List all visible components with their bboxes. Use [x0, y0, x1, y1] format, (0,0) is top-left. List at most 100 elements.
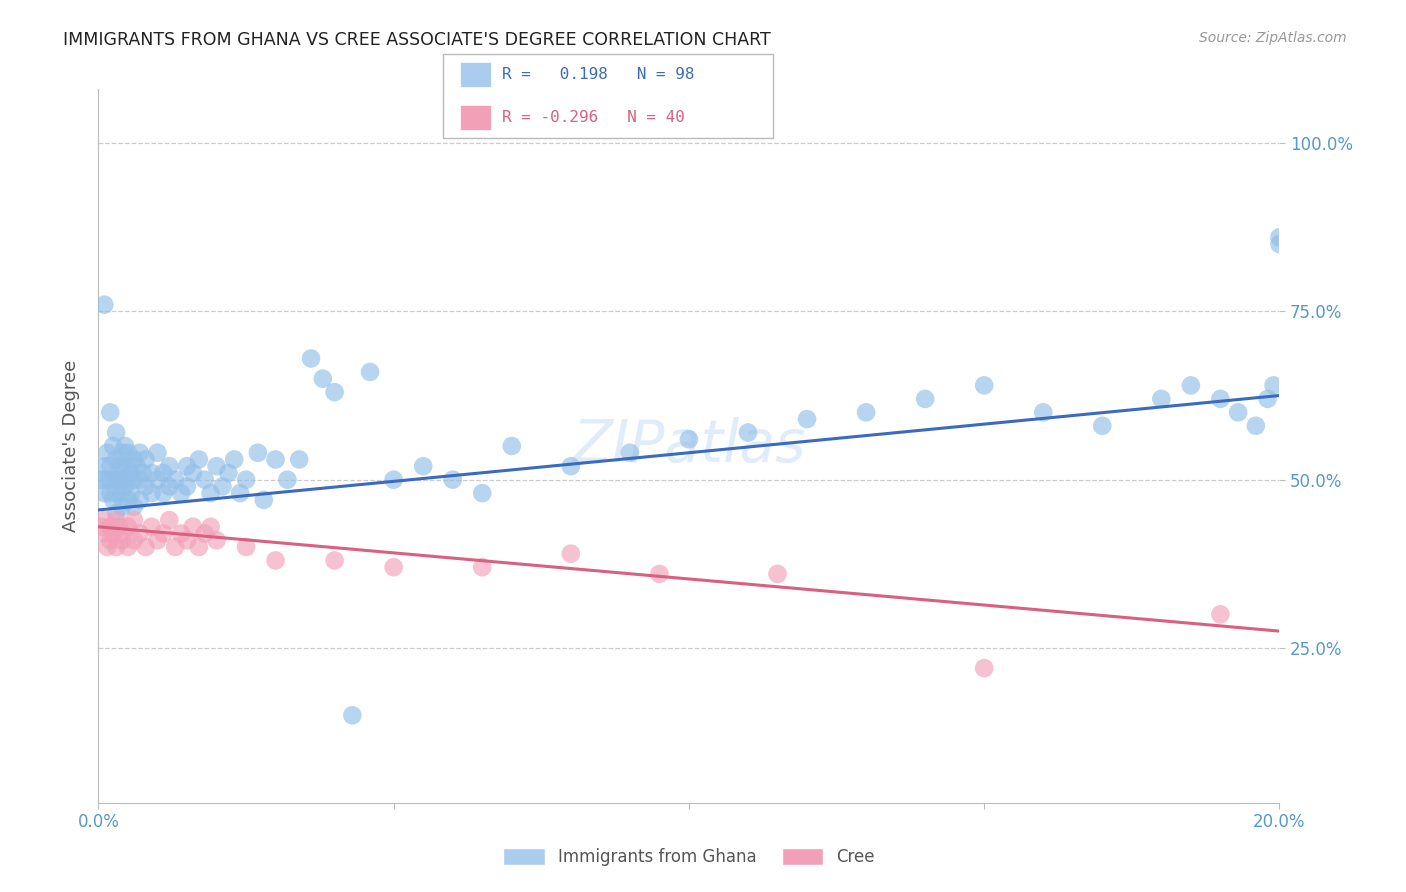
Point — [176, 479, 198, 493]
Point — [111, 533, 134, 548]
Point — [96, 473, 118, 487]
Point — [135, 540, 157, 554]
Point — [211, 479, 233, 493]
Point — [98, 533, 121, 548]
Point — [253, 492, 276, 507]
Point — [165, 540, 187, 554]
Point — [105, 425, 128, 440]
Point — [122, 473, 145, 487]
Point — [111, 473, 134, 487]
Point — [973, 378, 995, 392]
Point — [1257, 392, 1279, 406]
Y-axis label: Associate's Degree: Associate's Degree — [62, 359, 80, 533]
Point — [1263, 378, 1285, 392]
Point — [132, 466, 155, 480]
Point — [103, 492, 125, 507]
Point — [108, 520, 131, 534]
Point — [117, 473, 139, 487]
Text: R = -0.296   N = 40: R = -0.296 N = 40 — [502, 110, 685, 125]
Point — [1180, 378, 1202, 392]
Point — [108, 459, 131, 474]
Point — [1268, 230, 1291, 244]
Point — [323, 553, 346, 567]
Text: ZIPatlas: ZIPatlas — [572, 417, 806, 475]
Point — [1032, 405, 1054, 419]
Point — [560, 459, 582, 474]
Point — [111, 486, 134, 500]
Point — [914, 392, 936, 406]
Point — [312, 372, 335, 386]
Point — [157, 459, 180, 474]
Point — [93, 526, 115, 541]
Point — [382, 473, 405, 487]
Legend: Immigrants from Ghana, Cree: Immigrants from Ghana, Cree — [496, 841, 882, 873]
Point — [146, 446, 169, 460]
Point — [114, 479, 136, 493]
Point — [224, 452, 246, 467]
Point — [737, 425, 759, 440]
Point — [122, 452, 145, 467]
Point — [165, 473, 187, 487]
Point — [1268, 237, 1291, 252]
Point — [200, 520, 222, 534]
Point — [141, 486, 163, 500]
Point — [288, 452, 311, 467]
Point — [146, 533, 169, 548]
Point — [170, 486, 193, 500]
Point — [1091, 418, 1114, 433]
Point — [98, 473, 121, 487]
Point — [111, 500, 134, 514]
Point — [141, 520, 163, 534]
Point — [619, 446, 641, 460]
Point — [90, 520, 112, 534]
Point — [120, 466, 142, 480]
Point — [170, 526, 193, 541]
Point — [128, 526, 150, 541]
Point — [1227, 405, 1250, 419]
Text: R =   0.198   N = 98: R = 0.198 N = 98 — [502, 67, 695, 82]
Point — [471, 560, 494, 574]
Point — [796, 412, 818, 426]
Point — [96, 540, 118, 554]
Point — [103, 439, 125, 453]
Point — [205, 533, 228, 548]
Point — [146, 473, 169, 487]
Point — [98, 459, 121, 474]
Point — [117, 446, 139, 460]
Point — [98, 486, 121, 500]
Point — [181, 520, 204, 534]
Point — [200, 486, 222, 500]
Point — [117, 520, 139, 534]
Point — [122, 513, 145, 527]
Point — [205, 459, 228, 474]
Point — [105, 513, 128, 527]
Point — [135, 452, 157, 467]
Point — [276, 473, 298, 487]
Point — [855, 405, 877, 419]
Point — [128, 446, 150, 460]
Point — [382, 560, 405, 574]
Point — [98, 405, 121, 419]
Point — [973, 661, 995, 675]
Point — [441, 473, 464, 487]
Point — [128, 473, 150, 487]
Point — [152, 466, 174, 480]
Point — [111, 446, 134, 460]
Point — [93, 486, 115, 500]
Point — [125, 459, 148, 474]
Point — [194, 526, 217, 541]
Point — [157, 479, 180, 493]
Point — [1209, 607, 1232, 622]
Point — [120, 486, 142, 500]
Point — [501, 439, 523, 453]
Point — [152, 526, 174, 541]
Point — [90, 473, 112, 487]
Point — [122, 500, 145, 514]
Point — [235, 540, 257, 554]
Point — [187, 452, 209, 467]
Point — [117, 492, 139, 507]
Point — [1150, 392, 1173, 406]
Point — [766, 566, 789, 581]
Point — [117, 459, 139, 474]
Text: IMMIGRANTS FROM GHANA VS CREE ASSOCIATE'S DEGREE CORRELATION CHART: IMMIGRANTS FROM GHANA VS CREE ASSOCIATE'… — [63, 31, 770, 49]
